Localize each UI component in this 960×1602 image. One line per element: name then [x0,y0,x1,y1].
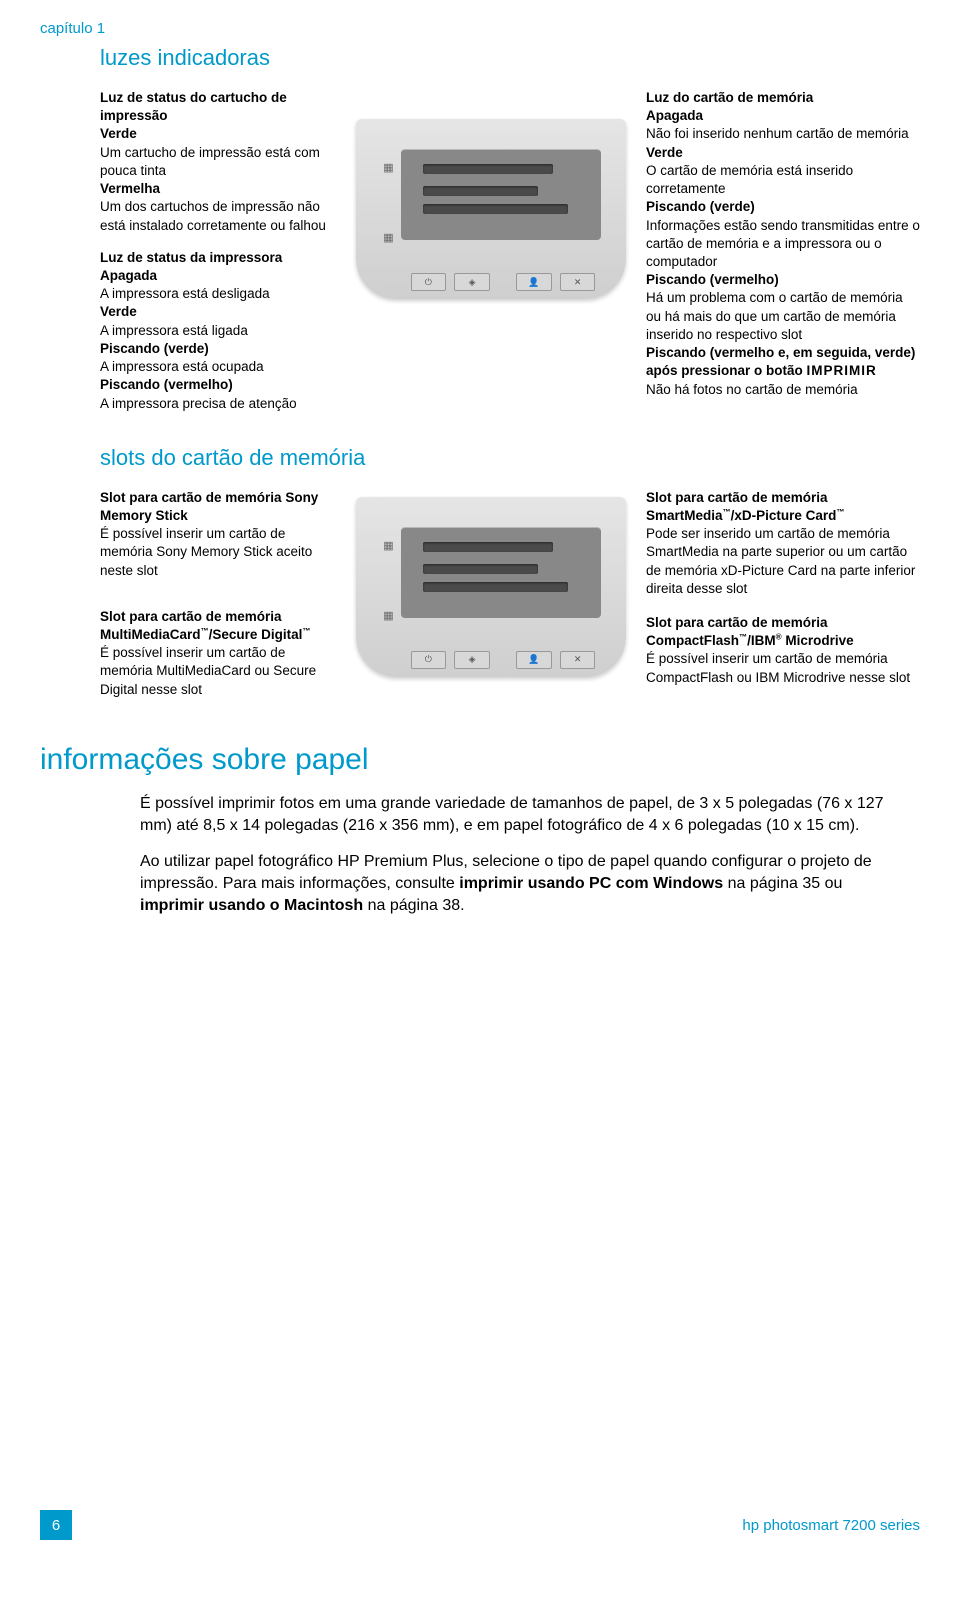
section-title: luzes indicadoras [100,45,920,71]
body-text: É possível imprimir fotos em uma grande … [140,793,900,917]
slot-desc: Pode ser inserido um cartão de memória S… [646,525,920,598]
state-label: Vermelha [100,180,335,198]
state-label: Verde [646,144,920,162]
state-label: Verde [100,303,335,321]
slot-title: Slot para cartão de memória Sony Memory … [100,489,335,525]
panel-button: ◈ [454,651,490,669]
center-image-column: ▦ ▦ ⏻ ◈ 👤 ✕ [343,489,638,713]
state-desc: Informações estão sendo transmitidas ent… [646,217,920,272]
paragraph: Ao utilizar papel fotográfico HP Premium… [140,851,900,917]
printer-panel-illustration: ▦ ▦ ⏻ ◈ 👤 ✕ [356,497,626,677]
panel-button [498,273,508,291]
state-label: Apagada [646,107,920,125]
printer-panel-illustration: ▦ ▦ ⏻ ◈ 👤 ✕ [356,119,626,299]
left-column: Slot para cartão de memória Sony Memory … [100,489,335,713]
slot-title: Slot para cartão de memória SmartMedia™/… [646,489,920,525]
slot-desc: É possível inserir um cartão de memória … [100,644,335,699]
state-label: Piscando (vermelho) [100,376,335,394]
paragraph: É possível imprimir fotos em uma grande … [140,793,900,837]
slot-desc: É possível inserir um cartão de memória … [646,650,920,686]
footer-series: hp photosmart 7200 series [742,1517,920,1534]
page-number: 6 [40,1510,72,1540]
page-footer: 6 hp photosmart 7200 series [0,1510,960,1540]
state-desc: Há um problema com o cartão de memória o… [646,289,920,344]
panel-button: ⏻ [411,651,447,669]
state-label: Piscando (vermelho) [646,271,920,289]
state-desc: O cartão de memória está inserido corret… [646,162,920,198]
panel-button: ◈ [454,273,490,291]
block-title: Luz do cartão de memória [646,89,920,107]
chapter-label: capítulo 1 [40,20,920,37]
block-title: Luz de status da impressora [100,249,335,267]
state-desc: A impressora está ligada [100,322,335,340]
section-memory-slots: slots do cartão de memória Slot para car… [40,445,920,713]
center-image-column: ▦ ▦ ⏻ ◈ 👤 ✕ [343,89,638,427]
state-desc: Não há fotos no cartão de memória [646,381,920,399]
state-desc: Não foi inserido nenhum cartão de memóri… [646,125,920,143]
panel-button: ✕ [560,651,596,669]
right-column: Slot para cartão de memória SmartMedia™/… [646,489,920,713]
panel-button: 👤 [516,651,552,669]
state-desc: A impressora está ocupada [100,358,335,376]
state-desc: A impressora precisa de atenção [100,395,335,413]
section-title-paper: informações sobre papel [40,743,920,777]
state-label: Piscando (verde) [100,340,335,358]
state-desc: Um cartucho de impressão está com pouca … [100,144,335,180]
slot-title: Slot para cartão de memória MultiMediaCa… [100,608,335,644]
slot-desc: É possível inserir um cartão de memória … [100,525,335,580]
panel-button [498,651,508,669]
section-indicator-lights: luzes indicadoras Luz de status do cartu… [40,45,920,427]
state-label: Verde [100,125,335,143]
block-title: Luz de status do cartucho de impressão [100,89,335,125]
state-label: Piscando (vermelho e, em seguida, verde)… [646,344,920,380]
panel-button: 👤 [516,273,552,291]
section-title: slots do cartão de memória [100,445,920,471]
right-column: Luz do cartão de memória Apagada Não foi… [646,89,920,427]
panel-button: ✕ [560,273,596,291]
state-label: Piscando (verde) [646,198,920,216]
slot-title: Slot para cartão de memória CompactFlash… [646,614,920,650]
state-desc: Um dos cartuchos de impressão não está i… [100,198,335,234]
left-column: Luz de status do cartucho de impressão V… [100,89,335,427]
state-desc: A impressora está desligada [100,285,335,303]
state-label: Apagada [100,267,335,285]
panel-button: ⏻ [411,273,447,291]
